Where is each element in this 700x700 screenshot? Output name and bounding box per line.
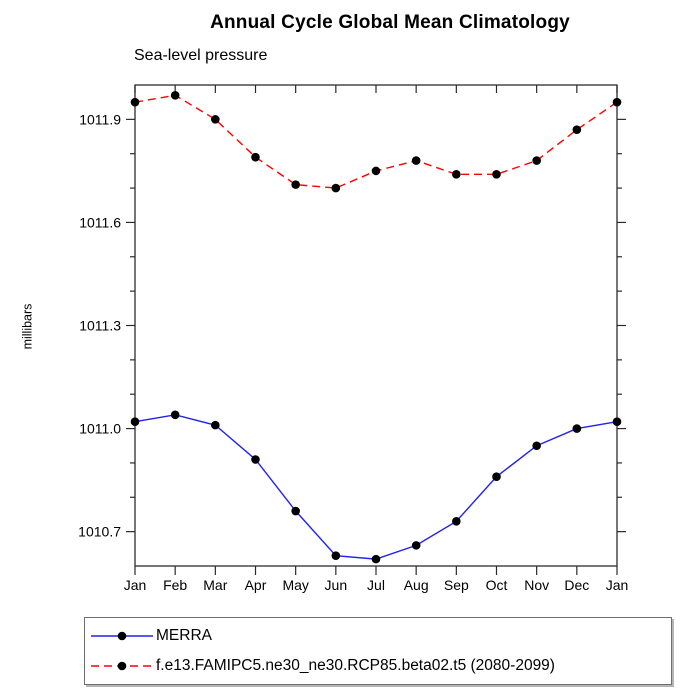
data-point-marker — [251, 152, 260, 162]
x-tick-label: May — [282, 577, 308, 593]
x-tick-label: Mar — [203, 577, 227, 593]
data-point-marker — [211, 420, 220, 430]
x-tick-label: Apr — [245, 577, 267, 593]
data-point-marker — [251, 455, 260, 464]
y-tick-label: 1011.6 — [79, 214, 121, 230]
data-point-marker — [612, 417, 622, 427]
x-tick-label: Aug — [404, 577, 429, 593]
y-tick-label: 1011.0 — [79, 421, 121, 437]
x-tick-label: Sep — [444, 577, 469, 593]
data-point-marker — [532, 156, 541, 165]
legend-item-model: f.e13.FAMIPC5.ne30_ne30.RCP85.beta02.t5 … — [90, 651, 667, 681]
data-point-marker — [612, 97, 622, 107]
x-tick-label: Jan — [124, 577, 147, 593]
data-point-marker — [371, 554, 381, 564]
x-tick-label: Feb — [163, 577, 187, 593]
x-tick-label: Jan — [606, 577, 629, 593]
data-point-marker — [492, 472, 501, 481]
data-point-marker — [331, 183, 341, 193]
y-tick-label: 1011.9 — [79, 111, 121, 127]
legend-sample-marker — [117, 631, 127, 641]
axis-frame — [134, 84, 618, 567]
data-point-marker — [170, 410, 180, 420]
chart-title: Annual Cycle Global Mean Climatology — [210, 12, 570, 33]
data-point-marker — [492, 170, 501, 179]
data-point-marker — [211, 115, 220, 124]
data-point-marker — [130, 97, 140, 107]
data-point-marker — [572, 424, 582, 433]
data-point-marker — [452, 170, 461, 179]
y-tick-label: 1011.3 — [79, 318, 121, 334]
series-line-0 — [134, 414, 618, 560]
legend-label-merra: MERRA — [156, 627, 212, 644]
x-tick-label: Jun — [325, 577, 348, 593]
legend: MERRA f.e13.FAMIPC5.ne30_ne30.RCP85.beta… — [84, 617, 672, 685]
data-point-marker — [291, 506, 300, 516]
data-point-marker — [291, 180, 300, 189]
plot-area: Jan Feb Mar Apr May Jun Jul Aug Sep Oct Nov Dec Jan 1… — [78, 84, 629, 593]
legend-label-model: f.e13.FAMIPC5.ne30_ne30.RCP85.beta02.t5 … — [156, 657, 555, 674]
legend-line-sample-model — [91, 661, 153, 671]
x-tick-label: Dec — [564, 577, 589, 593]
data-point-marker — [572, 125, 582, 134]
chart-subtitle: Sea-level pressure — [134, 47, 268, 64]
legend-line-sample-merra — [91, 631, 153, 641]
y-tick-label: 1010.7 — [78, 524, 121, 540]
data-point-marker — [411, 156, 421, 165]
data-point-marker — [371, 166, 381, 176]
data-point-marker — [331, 551, 341, 560]
legend-item-merra: MERRA — [90, 621, 667, 651]
x-tick-label: Nov — [524, 577, 549, 593]
legend-sample-marker — [117, 661, 127, 671]
data-point-marker — [411, 541, 421, 550]
data-point-marker — [532, 441, 541, 451]
x-tick-label: Jul — [367, 577, 385, 593]
data-point-marker — [130, 417, 140, 427]
x-tick-label: Oct — [486, 577, 508, 593]
data-point-marker — [170, 91, 180, 100]
data-point-marker — [452, 517, 461, 526]
